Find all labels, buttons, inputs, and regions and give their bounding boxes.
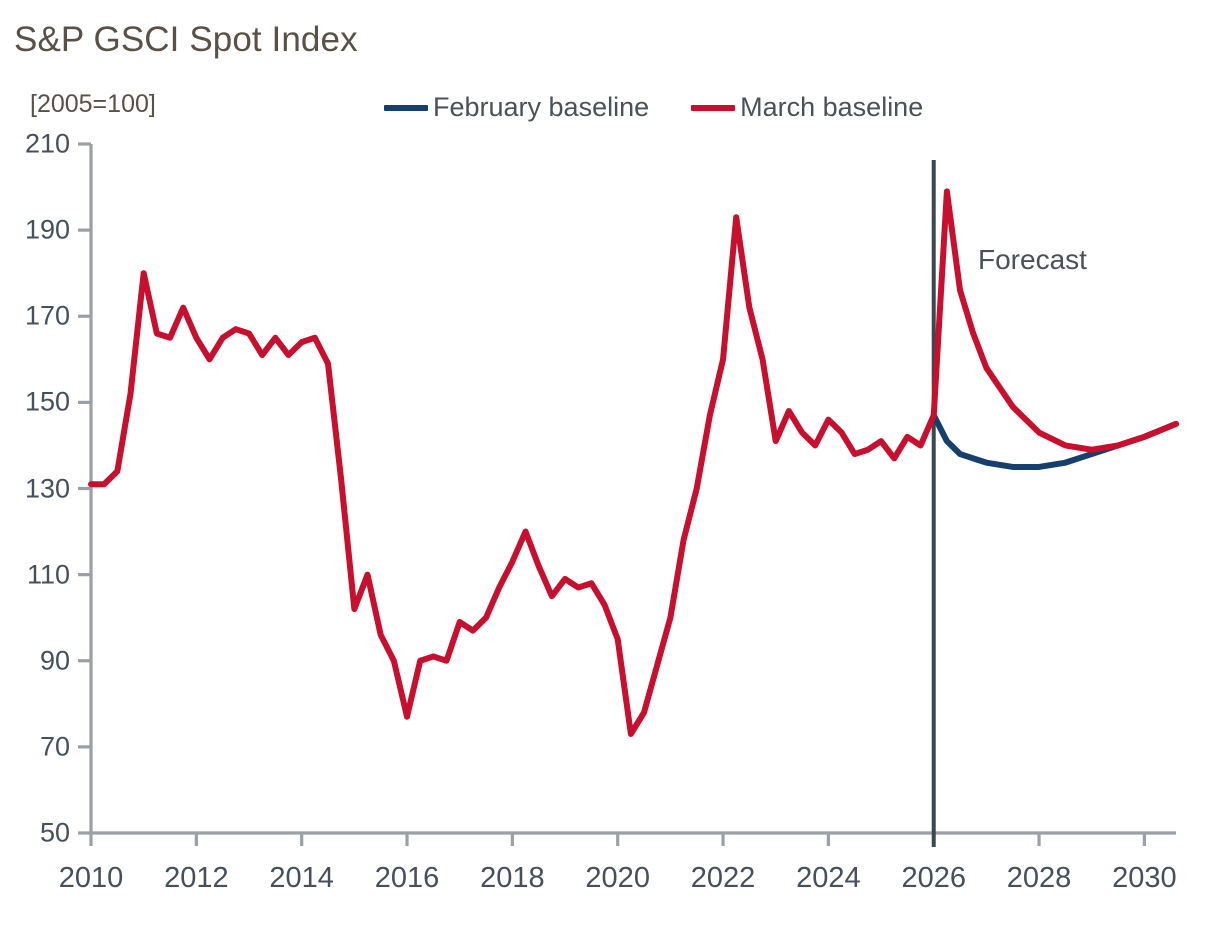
legend-item-march-baseline[interactable]: March baseline: [691, 92, 923, 123]
chart-legend: February baseline March baseline: [384, 92, 923, 123]
page-title: S&P GSCI Spot Index: [14, 20, 358, 59]
legend-swatch-march-baseline: [691, 104, 736, 111]
legend-swatch-february-baseline: [384, 104, 428, 111]
legend-label-march-baseline: March baseline: [740, 92, 924, 122]
series-line-march-baseline: [88, 188, 1179, 737]
y-axis-unit-label: [2005=100]: [30, 90, 156, 118]
axis-layer: [78, 142, 1176, 846]
series-layer: [88, 188, 1179, 737]
forecast-annotation: Forecast: [978, 244, 1087, 275]
legend-item-february-baseline[interactable]: February baseline: [384, 92, 649, 123]
legend-label-february-baseline: February baseline: [433, 92, 650, 122]
